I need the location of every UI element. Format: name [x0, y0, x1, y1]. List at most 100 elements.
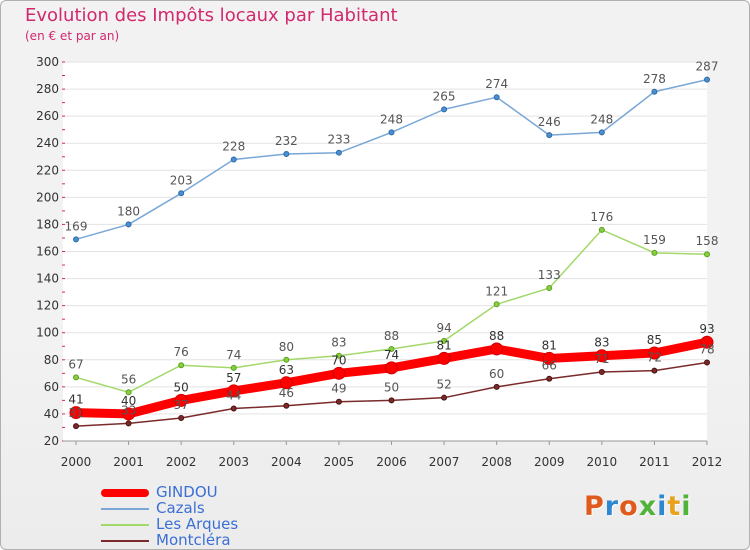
data-label-les-arques: 76: [174, 345, 189, 359]
x-tick-label: 2012: [692, 455, 723, 469]
data-label-montclera: 50: [384, 380, 399, 394]
data-point-cazals: [651, 88, 658, 95]
y-tick-label: 120: [36, 299, 59, 313]
data-label-gindou: 41: [68, 393, 83, 407]
x-tick-label: 2009: [534, 455, 565, 469]
data-label-cazals: 180: [117, 204, 140, 218]
data-point-gindou: [69, 406, 83, 420]
data-label-gindou: 81: [542, 338, 557, 352]
data-point-gindou: [437, 351, 451, 365]
data-point-montclera: [546, 375, 553, 382]
data-label-montclera: 44: [226, 389, 241, 403]
data-point-gindou: [174, 393, 188, 407]
data-label-gindou: 63: [279, 363, 294, 377]
data-label-montclera: 46: [279, 386, 294, 400]
data-label-les-arques: 88: [384, 329, 399, 343]
data-point-les-arques: [651, 249, 658, 256]
data-point-les-arques: [125, 389, 132, 396]
x-tick-label: 2008: [481, 455, 512, 469]
data-point-les-arques: [335, 352, 342, 359]
data-label-montclera: 66: [542, 359, 557, 373]
legend-swatch-gindou: [101, 489, 149, 497]
data-label-cazals: 278: [643, 72, 666, 86]
data-point-gindou: [700, 335, 714, 349]
data-label-gindou: 85: [647, 333, 662, 347]
legend-label-les-arques: Les Arques: [156, 515, 239, 533]
data-point-gindou: [385, 361, 398, 375]
data-point-cazals: [546, 132, 553, 139]
y-tick-label: 280: [36, 82, 59, 96]
data-point-gindou: [227, 384, 241, 398]
y-tick-label: 180: [36, 217, 59, 231]
data-point-les-arques: [546, 285, 553, 292]
data-point-cazals: [441, 106, 448, 113]
logo-letter: x: [638, 491, 658, 522]
data-point-cazals: [283, 151, 290, 158]
y-tick-label: 60: [44, 380, 59, 394]
data-point-cazals: [598, 129, 605, 136]
y-tick-label: 300: [36, 55, 59, 69]
data-point-cazals: [388, 129, 395, 136]
data-label-cazals: 265: [433, 89, 456, 103]
y-tick-label: 40: [44, 407, 59, 421]
y-tick-label: 160: [36, 245, 59, 259]
x-tick-label: 2002: [166, 455, 197, 469]
legend-label-montclera: Montcléra: [156, 531, 231, 549]
data-label-montclera: 33: [121, 403, 136, 417]
data-point-gindou: [122, 407, 136, 421]
data-point-montclera: [493, 383, 500, 390]
data-label-montclera: 60: [489, 367, 504, 381]
data-point-gindou: [647, 346, 661, 360]
data-point-les-arques: [178, 362, 185, 369]
data-point-cazals: [125, 221, 132, 228]
data-point-cazals: [493, 94, 500, 101]
data-label-montclera: 49: [331, 382, 346, 396]
data-label-montclera: 31: [68, 406, 83, 420]
data-label-montclera: 37: [174, 398, 189, 412]
y-tick-label: 260: [36, 109, 59, 123]
data-label-les-arques: 176: [590, 210, 613, 224]
data-point-les-arques: [598, 226, 605, 233]
data-point-montclera: [441, 394, 448, 401]
data-point-cazals: [178, 190, 185, 197]
y-tick-label: 220: [36, 163, 59, 177]
data-label-gindou: 57: [226, 371, 241, 385]
x-tick-label: 2000: [61, 455, 92, 469]
data-label-cazals: 248: [590, 112, 613, 126]
data-label-les-arques: 80: [279, 340, 294, 354]
data-point-montclera: [178, 414, 185, 421]
data-label-les-arques: 94: [436, 321, 451, 335]
data-point-cazals: [704, 76, 710, 83]
legend-swatch-cazals: [101, 508, 149, 510]
x-tick-label: 2001: [113, 455, 144, 469]
data-label-les-arques: 56: [121, 372, 136, 386]
y-tick-label: 100: [36, 326, 59, 340]
data-point-montclera: [704, 359, 710, 366]
data-label-cazals: 169: [65, 219, 88, 233]
data-point-les-arques: [283, 356, 290, 363]
data-label-gindou: 88: [489, 329, 504, 343]
data-label-cazals: 248: [380, 112, 403, 126]
x-tick-label: 2004: [271, 455, 302, 469]
x-tick-label: 2005: [324, 455, 355, 469]
data-label-gindou: 81: [436, 338, 451, 352]
data-point-gindou: [279, 376, 293, 390]
data-label-gindou: 74: [384, 348, 399, 362]
data-label-cazals: 232: [275, 134, 298, 148]
data-point-les-arques: [704, 251, 710, 258]
data-label-les-arques: 121: [485, 284, 508, 298]
y-tick-label: 80: [44, 353, 59, 367]
logo-letter: r: [604, 491, 620, 522]
data-label-gindou: 40: [121, 394, 136, 408]
data-label-les-arques: 158: [696, 234, 719, 248]
data-point-les-arques: [73, 374, 79, 381]
data-label-les-arques: 67: [68, 357, 83, 371]
data-point-montclera: [598, 368, 605, 375]
data-label-les-arques: 83: [331, 336, 346, 350]
data-label-les-arques: 133: [538, 268, 561, 282]
data-point-les-arques: [230, 364, 237, 371]
data-label-cazals: 246: [538, 115, 561, 129]
y-tick-label: 240: [36, 136, 59, 150]
data-label-montclera: 71: [594, 352, 609, 366]
logo-letter: o: [619, 491, 639, 522]
